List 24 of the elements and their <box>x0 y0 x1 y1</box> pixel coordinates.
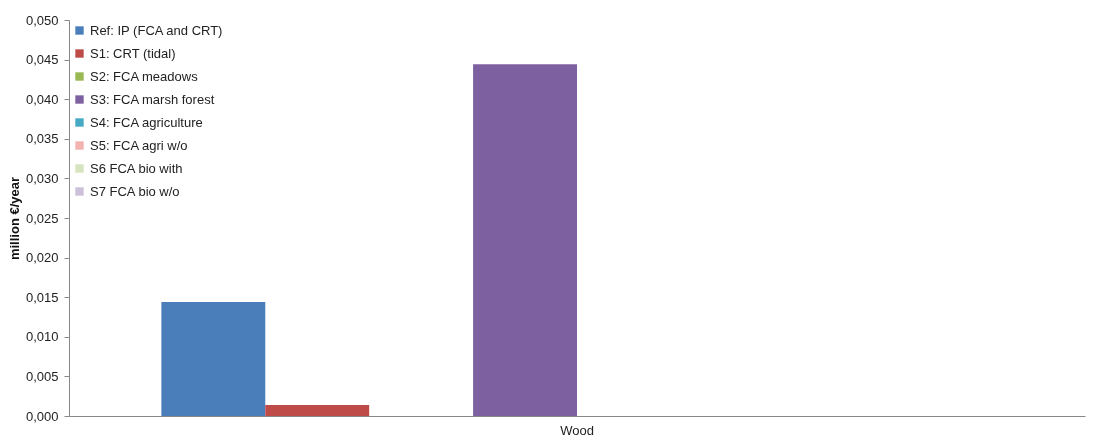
y-tick-label: 0,035 <box>25 131 59 147</box>
legend-label: Ref: IP (FCA and CRT) <box>90 22 223 38</box>
y-tick-label: 0,000 <box>25 408 59 424</box>
legend-label: S6 FCA bio with <box>90 160 183 176</box>
y-tick-label: 0,020 <box>25 250 59 266</box>
y-tick-label: 0,050 <box>25 12 59 28</box>
legend-label: S1: CRT (tidal) <box>90 45 176 61</box>
bar <box>473 64 577 416</box>
y-tick-label: 0,025 <box>25 210 59 226</box>
legend-label: S3: FCA marsh forest <box>90 91 215 107</box>
y-axis-title: million €/year <box>6 176 22 261</box>
y-tick-label: 0,045 <box>25 52 59 68</box>
legend-label: S5: FCA agri w/o <box>90 137 188 153</box>
x-tick-label: Wood <box>560 422 594 438</box>
legend-label: S4: FCA agriculture <box>90 114 203 130</box>
bar <box>265 404 370 416</box>
y-tick-label: 0,015 <box>25 289 59 305</box>
y-tick-label: 0,010 <box>25 329 59 345</box>
legend-label: S2: FCA meadows <box>90 68 199 84</box>
y-tick-label: 0,005 <box>25 368 59 384</box>
legend-label: S7 FCA bio w/o <box>90 183 180 199</box>
bar <box>161 301 266 416</box>
y-tick-label: 0,040 <box>25 91 59 107</box>
y-tick-label: 0,030 <box>25 170 59 186</box>
